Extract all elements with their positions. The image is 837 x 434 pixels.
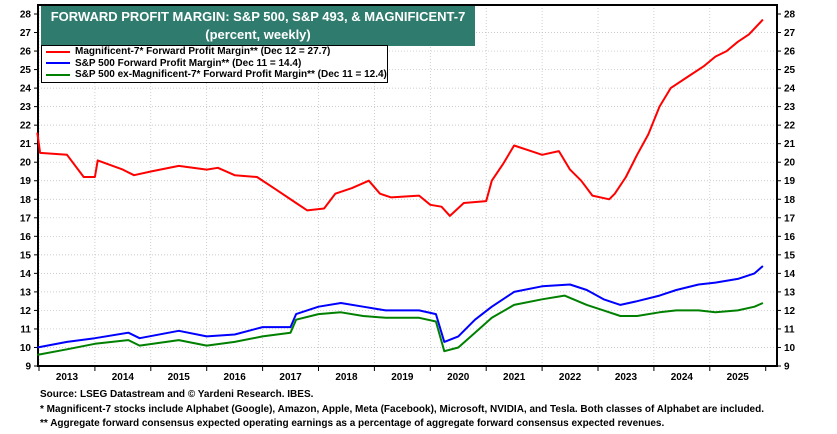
y-tick-label-left: 11 [20,324,31,335]
y-tick-label-right: 9 [784,362,790,373]
footnote-2: ** Aggregate forward consensus expected … [40,418,665,429]
x-tick-label: 2019 [391,372,414,383]
legend: Magnificent-7* Forward Profit Margin** (… [41,45,388,83]
y-tick-label-right: 22 [784,121,796,132]
legend-swatch [46,73,70,76]
series-line-1 [37,265,764,349]
x-tick-label: 2024 [671,372,694,383]
y-tick-label-right: 20 [784,158,796,169]
legend-label: S&P 500 ex-Magnificent-7* Forward Profit… [75,69,387,81]
chart-title-box: FORWARD PROFIT MARGIN: S&P 500, S&P 493,… [41,6,475,46]
y-tick-label-left: 22 [20,121,32,132]
y-tick-label-right: 12 [784,306,796,317]
y-tick-label-right: 16 [784,232,796,243]
y-tick-label-left: 19 [20,176,32,187]
x-tick-label: 2014 [112,372,135,383]
legend-item-mag7: Magnificent-7* Forward Profit Margin** (… [42,46,387,58]
y-tick-label-left: 18 [20,195,32,206]
y-tick-label-right: 28 [784,10,796,21]
x-tick-label: 2023 [615,372,638,383]
y-tick-label-left: 15 [20,250,32,261]
footnote-1: * Magnificent-7 stocks include Alphabet … [40,403,764,415]
x-tick-label: 2016 [224,372,247,383]
y-tick-label-left: 10 [20,343,32,354]
y-tick-label-right: 18 [784,195,796,206]
chart-title: FORWARD PROFIT MARGIN: S&P 500, S&P 493,… [50,9,466,24]
x-tick-label: 2013 [56,372,79,383]
y-tick-label-left: 9 [25,362,31,373]
y-tick-label-right: 13 [784,287,796,298]
x-tick-label: 2018 [335,372,358,383]
x-tick-label: 2020 [447,372,470,383]
x-tick-label: 2021 [503,372,526,383]
y-tick-label-left: 27 [20,28,32,39]
footnotes: Source: LSEG Datastream and © Yardeni Re… [40,388,764,432]
y-tick-label-right: 10 [784,343,796,354]
y-tick-label-right: 15 [784,250,796,261]
legend-item-sp493: S&P 500 ex-Magnificent-7* Forward Profit… [42,69,387,81]
x-tick-label: 2017 [279,372,302,383]
x-tick-label: 2022 [559,372,582,383]
x-tick-label: 2015 [168,372,191,383]
y-tick-label-left: 13 [20,287,32,298]
legend-item-sp500: S&P 500 Forward Profit Margin** (Dec 11 … [42,58,387,70]
series-line-0 [36,18,764,217]
legend-swatch [46,62,70,65]
plot-frame [37,4,778,367]
y-tick-label-left: 12 [20,306,32,317]
y-tick-label-right: 24 [784,84,796,95]
y-tick-label-left: 28 [20,10,32,21]
y-tick-label-right: 25 [784,65,796,76]
chart-subtitle: (percent, weekly) [205,27,311,42]
y-tick-label-left: 25 [20,65,32,76]
y-tick-label-right: 11 [784,324,795,335]
y-tick-label-right: 21 [784,139,796,150]
legend-swatch [46,50,70,53]
legend-label: S&P 500 Forward Profit Margin** (Dec 11 … [75,57,302,69]
y-tick-label-right: 26 [784,47,796,58]
x-tick-label: 2025 [727,372,750,383]
y-tick-label-right: 27 [784,28,796,39]
y-tick-label-left: 20 [20,158,32,169]
y-tick-label-left: 17 [20,213,32,224]
source-note: Source: LSEG Datastream and © Yardeni Re… [40,389,314,400]
y-tick-label-left: 24 [20,84,32,95]
y-tick-label-right: 19 [784,176,796,187]
y-tick-label-left: 21 [20,139,32,150]
series-line-2 [37,294,764,356]
y-tick-label-left: 23 [20,102,32,113]
y-tick-label-left: 26 [20,47,32,58]
y-tick-label-right: 14 [784,269,796,280]
y-tick-label-right: 17 [784,213,796,224]
y-tick-label-left: 16 [20,232,32,243]
legend-label: Magnificent-7* Forward Profit Margin** (… [75,46,331,58]
y-tick-label-right: 23 [784,102,796,113]
y-tick-label-left: 14 [20,269,32,280]
